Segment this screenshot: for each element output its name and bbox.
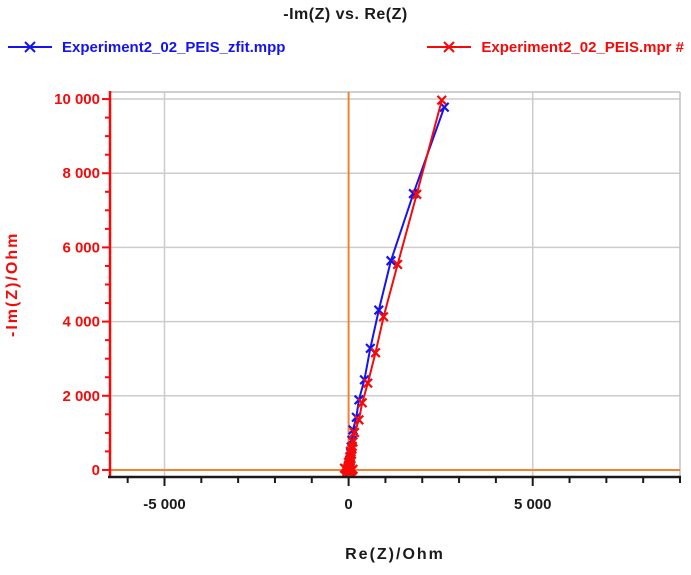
y-tick-label: 10 000 [54,91,100,108]
x-tick-label: 0 [344,496,352,513]
y-axis-title: -Im(Z)/Ohm [4,231,21,338]
data-marker-x [365,343,376,354]
data-marker-x [357,397,368,408]
y-tick-label: 4 000 [62,314,100,331]
data-marker-x [408,188,419,199]
x-tick-label: 5 000 [514,496,552,513]
data-marker-x [411,189,422,200]
data-marker-x [439,102,450,113]
data-marker-x [346,449,357,460]
legend-line-x-icon [427,41,472,53]
chart-title: -Im(Z) vs. Re(Z) [283,6,408,23]
data-marker-x [370,347,381,358]
legend-item-data[interactable]: Experiment2_02_PEIS.mpr # [426,39,684,56]
data-marker-x [362,378,373,389]
data-marker-x [385,255,397,266]
y-tick-label: 2 000 [62,388,100,405]
data-marker-x [436,95,447,106]
legend-item-fit[interactable]: Experiment2_02_PEIS_zfit.mpp [7,39,285,56]
data-marker-x [353,414,364,425]
y-tick-label: 0 [92,462,100,479]
legend: Experiment2_02_PEIS_zfit.mpp Experiment2… [7,37,684,57]
y-tick-label: 6 000 [62,239,100,256]
data-marker-x [373,305,384,316]
data-marker-x [392,259,403,270]
legend-line-x-icon [8,41,52,53]
x-tick-label: -5 000 [143,496,186,513]
data-marker-x [347,441,358,452]
x-axis-title: Re(Z)/Ohm [345,546,445,563]
data-marker-x [378,311,389,322]
data-marker-x [349,427,360,438]
legend-label-data: Experiment2_02_PEIS.mpr # [481,38,684,56]
legend-label-fit: Experiment2_02_PEIS_zfit.mpp [62,38,286,56]
y-tick-label: 8 000 [62,165,100,182]
series-line [344,99,443,473]
